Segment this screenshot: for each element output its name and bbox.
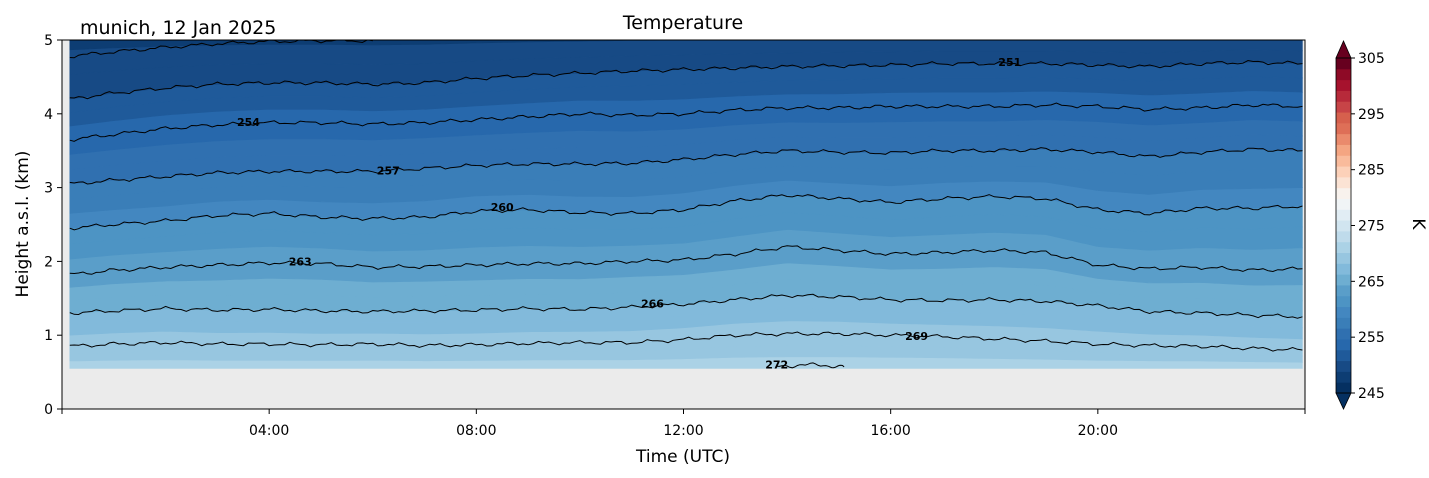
- colorbar-segment: [1336, 166, 1351, 178]
- colorbar-tick-label: 245: [1358, 386, 1385, 402]
- contour-line-260: [69, 194, 1303, 231]
- chart-title: Temperature: [622, 12, 743, 34]
- temperature-field: [69, 40, 1303, 369]
- temperature-band: [69, 40, 717, 51]
- colorbar-tick-label: 285: [1358, 163, 1385, 179]
- colorbar-segment: [1336, 230, 1351, 243]
- contour-label-260: 260: [491, 201, 514, 214]
- x-tick-label: 16:00: [870, 423, 910, 439]
- contour-line-263: [69, 245, 1303, 275]
- colorbar-segment: [1336, 90, 1351, 102]
- contour-label-263: 263: [289, 255, 312, 268]
- colorbar-title: K: [1408, 218, 1428, 230]
- colorbar-segment: [1336, 101, 1351, 113]
- plot-area: 269 266 263 260 257 254 251 272: [61, 39, 1306, 410]
- colorbar-segment: [1336, 360, 1351, 372]
- y-tick-label: 0: [44, 402, 53, 418]
- colorbar-segment: [1336, 144, 1351, 156]
- contour-label-272: 272: [765, 359, 788, 372]
- colorbar-segment: [1336, 241, 1351, 254]
- contour-line-251: [69, 59, 1303, 100]
- colorbar-tick-label: 265: [1358, 274, 1385, 290]
- colorbar-tick-label: 295: [1358, 107, 1385, 123]
- colorbar-segment: [1336, 263, 1351, 275]
- colorbar-segment: [1336, 295, 1351, 308]
- colorbar-under-arrow: [1335, 392, 1352, 410]
- x-axis: 04:00 08:00 12:00 16:00 20:00: [61, 409, 1306, 439]
- x-tick-label: 08:00: [456, 423, 496, 439]
- contour-line-269: [69, 331, 1303, 352]
- colorbar-segment: [1336, 371, 1351, 383]
- colorbar-segment: [1336, 220, 1351, 232]
- colorbar-segment: [1336, 209, 1351, 221]
- contour-line-248: [69, 40, 373, 59]
- y-tick-label: 2: [44, 254, 53, 270]
- colorbar-segment: [1336, 198, 1351, 210]
- contour-label-257: 257: [377, 165, 400, 178]
- contour-line-272: [776, 362, 845, 369]
- colorbar-segment: [1336, 328, 1351, 340]
- contour-label-269: 269: [905, 330, 928, 343]
- colorbar-over-arrow: [1335, 40, 1352, 59]
- contour-line-257: [69, 147, 1303, 185]
- contour-label-266: 266: [641, 297, 664, 310]
- colorbar: 245 255 265 275 285 295 305: [1335, 40, 1385, 410]
- contour-line-266: [69, 293, 1303, 319]
- colorbar-segment: [1336, 274, 1351, 286]
- y-tick-label: 5: [44, 33, 53, 49]
- colorbar-segment: [1336, 133, 1351, 145]
- y-tick-label: 3: [44, 181, 53, 197]
- colorbar-segment: [1336, 317, 1351, 329]
- y-tick-label: 4: [44, 107, 53, 123]
- contour-label-254: 254: [237, 116, 260, 129]
- colorbar-segment: [1336, 338, 1351, 351]
- colorbar-segment: [1336, 68, 1351, 81]
- x-tick-label: 04:00: [249, 423, 289, 439]
- colorbar-tick-label: 275: [1358, 219, 1385, 235]
- colorbar-segment: [1336, 122, 1351, 135]
- contour-lines: [69, 40, 1303, 369]
- colorbar-tick-label: 305: [1358, 51, 1385, 67]
- colorbar-segment: [1336, 284, 1351, 297]
- y-axis-title: Height a.s.l. (km): [13, 151, 33, 298]
- x-tick-label: 20:00: [1078, 423, 1118, 439]
- colorbar-tick-label: 255: [1358, 330, 1385, 346]
- colorbar-segment: [1336, 187, 1351, 199]
- x-axis-title: Time (UTC): [635, 447, 730, 467]
- colorbar-segment: [1336, 349, 1351, 362]
- contour-line-254: [69, 102, 1303, 142]
- colorbar-segment: [1336, 252, 1351, 264]
- colorbar-segment: [1336, 306, 1351, 318]
- x-tick-label: 12:00: [663, 423, 703, 439]
- colorbar-segment: [1336, 176, 1351, 189]
- location-date-label: munich, 12 Jan 2025: [80, 17, 276, 39]
- colorbar-segment: [1336, 155, 1351, 167]
- contour-labels: 269 266 263 260 257 254 251 272: [237, 56, 1021, 372]
- y-tick-label: 1: [44, 328, 53, 344]
- colorbar-segment: [1336, 58, 1351, 70]
- colorbar-segment: [1336, 79, 1351, 91]
- contour-label-251: 251: [998, 56, 1021, 69]
- colorbar-segment: [1336, 382, 1351, 394]
- y-axis: 0 1 2 3 4 5: [44, 33, 62, 418]
- colorbar-segment: [1336, 112, 1351, 124]
